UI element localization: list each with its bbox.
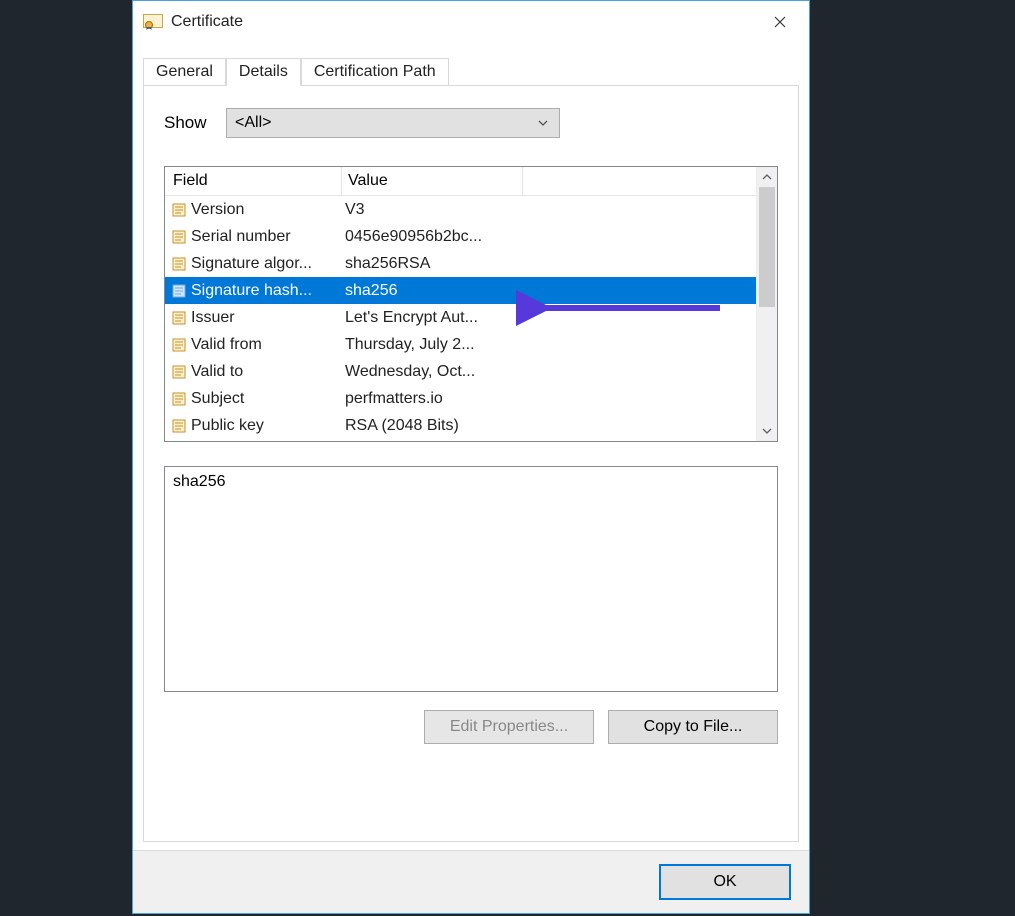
- show-dropdown-value: <All>: [235, 114, 535, 132]
- row-field: Valid to: [189, 363, 339, 381]
- row-value: 0456e90956b2bc...: [339, 228, 756, 246]
- row-field: Valid from: [189, 336, 339, 354]
- row-value: perfmatters.io: [339, 390, 756, 408]
- property-icon: [165, 203, 189, 217]
- row-value: RSA (2048 Bits): [339, 417, 756, 435]
- property-icon: [165, 365, 189, 379]
- row-field: Subject: [189, 390, 339, 408]
- dialog-footer: OK: [133, 850, 809, 913]
- row-value: Wednesday, Oct...: [339, 363, 756, 381]
- row-field: Signature algor...: [189, 255, 339, 273]
- show-filter-row: Show <All>: [164, 108, 778, 138]
- scroll-thumb[interactable]: [759, 187, 775, 307]
- property-icon: [165, 230, 189, 244]
- window-title: Certificate: [171, 13, 757, 31]
- header-field[interactable]: Field: [165, 167, 342, 195]
- close-button[interactable]: [757, 6, 803, 38]
- field-detail-textbox[interactable]: sha256: [164, 466, 778, 692]
- scroll-up-button[interactable]: [757, 167, 777, 187]
- property-icon: [165, 284, 189, 298]
- details-button-row: Edit Properties... Copy to File...: [164, 710, 778, 744]
- listview-row[interactable]: IssuerLet's Encrypt Aut...: [165, 304, 756, 331]
- copy-to-file-button[interactable]: Copy to File...: [608, 710, 778, 744]
- dialog-body: GeneralDetailsCertification Path Show <A…: [133, 43, 809, 850]
- fields-listview[interactable]: Field Value VersionV3Serial number0456e9…: [164, 166, 778, 442]
- row-value: Thursday, July 2...: [339, 336, 756, 354]
- vertical-scrollbar[interactable]: [756, 167, 777, 441]
- row-value: sha256: [339, 282, 756, 300]
- property-icon: [165, 338, 189, 352]
- listview-row[interactable]: Serial number0456e90956b2bc...: [165, 223, 756, 250]
- listview-row[interactable]: Signature algor...sha256RSA: [165, 250, 756, 277]
- tab-certification-path[interactable]: Certification Path: [301, 58, 449, 86]
- row-field: Serial number: [189, 228, 339, 246]
- titlebar: Certificate: [133, 1, 809, 43]
- header-value[interactable]: Value: [342, 167, 523, 195]
- listview-header: Field Value: [165, 167, 756, 196]
- listview-row[interactable]: Valid fromThursday, July 2...: [165, 331, 756, 358]
- property-icon: [165, 257, 189, 271]
- row-field: Signature hash...: [189, 282, 339, 300]
- row-value: Let's Encrypt Aut...: [339, 309, 756, 327]
- ok-button[interactable]: OK: [659, 864, 791, 900]
- certificate-icon: [143, 14, 163, 30]
- certificate-dialog: Certificate GeneralDetailsCertification …: [132, 0, 810, 914]
- property-icon: [165, 419, 189, 433]
- tabstrip: GeneralDetailsCertification Path: [143, 53, 799, 85]
- chevron-down-icon: [535, 115, 551, 131]
- show-label: Show: [164, 113, 208, 133]
- show-dropdown[interactable]: <All>: [226, 108, 560, 138]
- listview-row[interactable]: Public keyRSA (2048 Bits): [165, 412, 756, 439]
- scroll-down-button[interactable]: [757, 421, 777, 441]
- listview-row[interactable]: Subjectperfmatters.io: [165, 385, 756, 412]
- row-value: V3: [339, 201, 756, 219]
- property-icon: [165, 311, 189, 325]
- field-detail-text: sha256: [173, 473, 226, 490]
- scroll-track[interactable]: [757, 187, 777, 421]
- row-field: Issuer: [189, 309, 339, 327]
- listview-row[interactable]: Valid toWednesday, Oct...: [165, 358, 756, 385]
- row-field: Public key: [189, 417, 339, 435]
- listview-rows: VersionV3Serial number0456e90956b2bc...S…: [165, 196, 756, 441]
- tab-panel-details: Show <All> Field Value VersionV3Serial n…: [143, 85, 799, 842]
- property-icon: [165, 392, 189, 406]
- row-field: Version: [189, 201, 339, 219]
- tab-details[interactable]: Details: [226, 58, 301, 86]
- edit-properties-button: Edit Properties...: [424, 710, 594, 744]
- listview-row[interactable]: Signature hash...sha256: [165, 277, 756, 304]
- header-spacer: [523, 167, 756, 195]
- listview-row[interactable]: VersionV3: [165, 196, 756, 223]
- row-value: sha256RSA: [339, 255, 756, 273]
- tab-general[interactable]: General: [143, 58, 226, 86]
